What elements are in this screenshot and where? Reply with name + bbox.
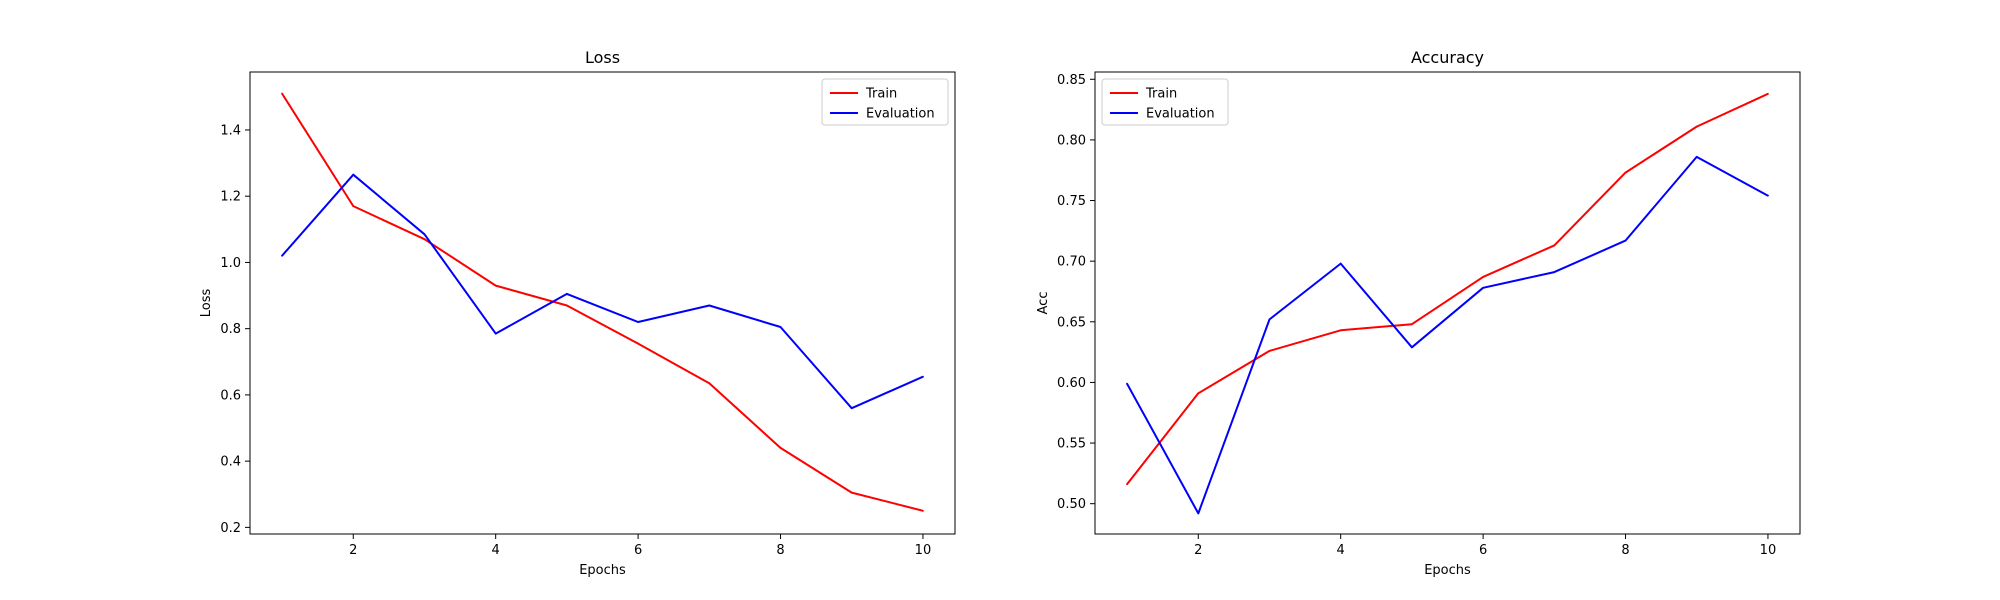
y-tick-label: 0.6 [220,388,241,403]
data-point-train [1624,171,1627,174]
data-point-evaluation [637,321,640,323]
x-tick-label: 6 [1479,543,1487,558]
data-point-evaluation [1482,286,1485,289]
x-axis-label: Epochs [579,563,626,578]
y-tick-label: 0.55 [1057,437,1086,452]
data-point-evaluation [494,332,497,335]
x-tick-label: 2 [1194,543,1202,558]
y-tick-label: 0.8 [220,322,241,337]
data-point-train [779,446,782,449]
y-tick-label: 0.65 [1057,315,1086,330]
accuracy-chart: Accuracy Epochs Acc 2 4 6 8 10 0.50 0.55 0.60 0.… [1036,48,1801,578]
data-point-evaluation [1695,155,1698,158]
data-point-train [565,304,568,307]
data-point-train [1126,483,1128,486]
data-point-train [1482,276,1485,278]
x-tick-label: 6 [634,543,642,558]
data-point-train [1767,92,1769,95]
data-point-evaluation [708,304,711,307]
legend-label-train: Train [1145,87,1177,102]
data-point-train [708,382,711,385]
x-tick-label: 10 [1760,543,1777,558]
y-tick-label: 0.70 [1057,255,1086,270]
y-tick-label: 1.2 [220,190,241,205]
y-axis-label: Loss [199,289,214,318]
data-point-evaluation [352,173,355,176]
data-point-evaluation [850,407,853,410]
data-point-evaluation [1339,262,1342,265]
legend: Train Evaluation [821,78,949,126]
legend-label-evaluation: Evaluation [1146,107,1215,122]
y-tick-label: 0.4 [220,455,241,470]
axis-ticks: 2 4 6 8 10 0.50 0.55 0.60 0.65 0.70 0.75 0.80 0.85 [1057,73,1776,558]
y-tick-label: 0.50 [1057,497,1086,512]
data-point-train [1695,125,1698,128]
data-point-train [1268,349,1271,352]
legend-label-train: Train [865,87,897,102]
series-lines [1126,92,1769,515]
data-point-evaluation [281,254,283,257]
data-point-train [1339,329,1342,332]
series-line-evaluation [1126,155,1769,515]
data-point-train [423,238,426,241]
series-line-train [281,92,924,512]
series-line-evaluation [281,173,924,410]
legend-label-evaluation: Evaluation [866,107,935,122]
x-tick-label: 2 [349,543,357,558]
data-point-evaluation [423,233,426,236]
x-tick-label: 4 [492,543,500,558]
y-tick-label: 0.85 [1057,73,1086,88]
data-point-evaluation [1767,194,1769,197]
data-point-evaluation [565,292,568,295]
y-tick-label: 1.4 [220,123,241,138]
data-point-evaluation [1624,239,1627,242]
data-point-evaluation [1126,382,1128,385]
chart-title: Loss [585,48,620,67]
data-point-evaluation [1410,346,1413,349]
data-point-train [1197,392,1200,395]
y-tick-label: 0.75 [1057,194,1086,209]
x-tick-label: 4 [1337,543,1345,558]
plot-frame [249,71,956,535]
x-tick-label: 10 [915,543,932,558]
x-axis-label: Epochs [1424,563,1471,578]
y-tick-label: 0.60 [1057,376,1086,391]
data-point-evaluation [1553,271,1556,273]
series-line-train [1126,92,1769,485]
data-point-train [1410,323,1413,326]
data-point-evaluation [1197,512,1200,515]
loss-chart: Loss Epochs Loss 2 4 6 8 10 0.2 0.4 0.6 0.8 1.0 1.… [199,48,956,578]
y-tick-label: 0.80 [1057,133,1086,148]
y-tick-label: 0.2 [220,521,241,536]
y-tick-label: 1.0 [220,256,241,271]
axis-ticks: 2 4 6 8 10 0.2 0.4 0.6 0.8 1.0 1.2 1.4 [220,123,931,558]
data-point-train [922,509,924,512]
legend: Train Evaluation [1101,78,1229,126]
x-tick-label: 8 [1621,543,1629,558]
data-point-evaluation [779,326,782,328]
chart-title: Accuracy [1411,48,1484,67]
data-point-evaluation [1268,318,1271,321]
data-point-train [494,284,497,287]
y-axis-label: Acc [1036,292,1051,315]
data-point-train [1553,244,1556,247]
data-point-train [637,342,640,345]
data-point-evaluation [922,375,924,378]
data-point-train [850,491,853,494]
data-point-train [281,92,283,95]
series-lines [281,92,924,512]
data-point-train [352,205,355,208]
plot-frame [1094,71,1801,535]
x-tick-label: 8 [776,543,784,558]
